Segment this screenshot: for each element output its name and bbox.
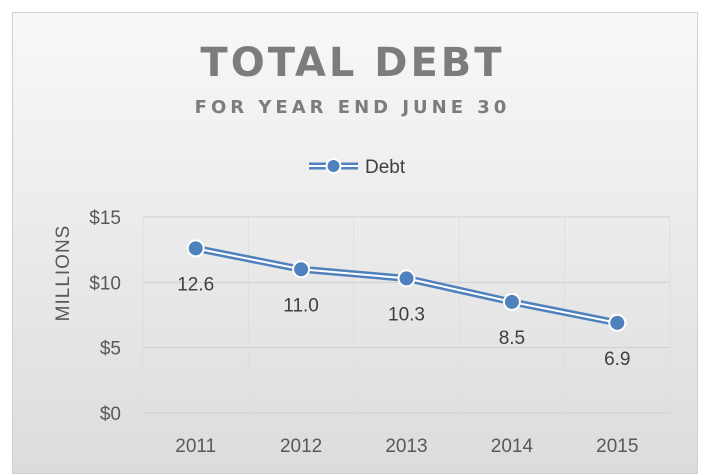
y-tick-label: $5: [100, 339, 121, 360]
x-tick-label-2011: 2011: [175, 436, 216, 457]
x-tick-label-2015: 2015: [596, 436, 638, 457]
chart-title: TOTAL DEBT: [200, 40, 505, 86]
data-point-2013: [397, 269, 416, 288]
series-debt: [186, 239, 627, 332]
chart-area: [12, 12, 698, 474]
data-point-2014: [502, 292, 521, 311]
legend-marker: [325, 158, 342, 174]
y-tick-label: $0: [100, 404, 121, 425]
chart-subtitle: FOR YEAR END JUNE 30: [194, 97, 511, 118]
data-label-2011: 12.6: [177, 274, 214, 295]
y-tick-label: $10: [89, 273, 121, 294]
data-label-2015: 6.9: [604, 349, 630, 370]
data-point-2012: [292, 260, 311, 279]
y-axis-title: MILLIONS: [53, 225, 74, 322]
legend-label-debt: Debt: [365, 157, 406, 178]
data-point-2011: [186, 239, 205, 258]
y-tick-label: $15: [89, 208, 121, 229]
legend: Debt: [309, 157, 406, 178]
data-label-2012: 11.0: [283, 295, 319, 316]
labels: $0 $5 $10 $15 2011 2012 2013 2014 2015 MILLIONS 12…: [53, 208, 638, 457]
data-point-2015: [608, 313, 627, 332]
x-tick-label-2012: 2012: [280, 436, 322, 457]
x-tick-label-2013: 2013: [385, 436, 427, 457]
x-tick-label-2014: 2014: [491, 436, 534, 457]
data-label-2014: 8.5: [499, 328, 525, 349]
data-label-2013: 10.3: [388, 304, 425, 325]
